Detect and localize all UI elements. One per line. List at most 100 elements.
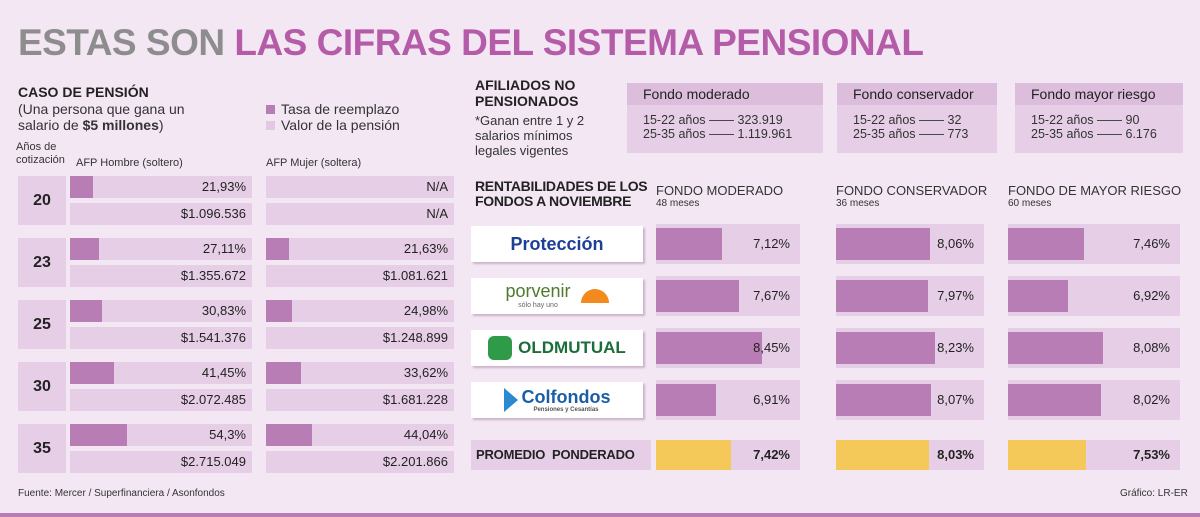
column-name: FONDO CONSERVADOR xyxy=(836,183,988,198)
men-rate-bar: 54,3% xyxy=(70,424,252,446)
col-women: AFP Mujer (soltera) xyxy=(266,157,362,169)
fund-box-title: Fondo moderado xyxy=(627,83,823,105)
value-label: $1.248.899 xyxy=(382,330,448,345)
fund-logo: OLDMUTUAL xyxy=(471,330,643,366)
note-line: legales vigentes xyxy=(475,143,569,158)
value-label: $1.681.228 xyxy=(382,392,448,407)
rate-label: 24,98% xyxy=(403,303,448,318)
return-bar: 7,97% xyxy=(836,276,984,316)
return-bar: 8,23% xyxy=(836,328,984,368)
column-period: 48 meses xyxy=(656,198,700,209)
title-gray: ESTAS SON xyxy=(18,22,225,63)
return-bar: 8,45% xyxy=(656,328,800,368)
returns-heading: RENTABILIDADES DE LOS FONDOS A NOVIEMBRE xyxy=(475,178,648,209)
note-line: *Ganan entre 1 y 2 xyxy=(475,113,585,128)
average-value: 8,03% xyxy=(937,447,974,462)
fund-box: Fondo conservador 15-22 años —— 32 25-35 a… xyxy=(837,83,997,153)
women-rate-bar: 44,04% xyxy=(266,424,454,446)
year-cell: 35 xyxy=(18,424,66,473)
rate-label: 21,63% xyxy=(403,241,448,256)
desc-line: salario de xyxy=(18,117,83,133)
return-fill xyxy=(836,384,931,416)
fund-logo: Protección xyxy=(471,226,643,262)
rate-label: 27,11% xyxy=(202,241,246,256)
return-fill xyxy=(656,228,722,260)
value-label: $1.355.672 xyxy=(180,268,246,283)
rate-label: 30,83% xyxy=(201,303,246,318)
porvenir-word: porvenir xyxy=(505,281,571,301)
value-label: $1.096.536 xyxy=(180,206,246,221)
return-label: 6,92% xyxy=(1133,288,1170,303)
pension-desc: (Una persona que gana un salario de $5 mi… xyxy=(18,101,253,133)
men-rate-bar: 30,83% xyxy=(70,300,252,322)
column-name: FONDO DE MAYOR RIESGO xyxy=(1008,183,1182,198)
men-rate-bar: 41,45% xyxy=(70,362,252,384)
average-value: 7,53% xyxy=(1133,447,1170,462)
sun-icon xyxy=(580,289,609,303)
legend-item: Valor de la pensión xyxy=(266,117,400,133)
return-bar: 6,92% xyxy=(1008,276,1180,316)
year-cell: 25 xyxy=(18,300,66,349)
women-rate-bar: 21,63% xyxy=(266,238,454,260)
colfondos-word: Colfondos xyxy=(521,386,611,407)
fund-line: 25-35 años —— 773 xyxy=(853,127,969,141)
men-value-bar: $1.541.376 xyxy=(70,327,252,349)
source: Fuente: Mercer / Superfinanciera / Asonf… xyxy=(18,488,225,499)
bottom-rule xyxy=(0,513,1200,517)
women-value-bar: $1.248.899 xyxy=(266,327,454,349)
fund-box: Fondo mayor riesgo 15-22 años —— 90 25-35 … xyxy=(1015,83,1183,153)
rate-fill xyxy=(266,300,293,322)
value-label: $1.541.376 xyxy=(180,330,246,345)
fund-box-title: Fondo conservador xyxy=(837,83,997,105)
desc-line: (Una persona que gana un xyxy=(18,101,185,117)
average-bar: 7,53% xyxy=(1008,440,1180,470)
average-fill xyxy=(1008,440,1087,470)
rate-fill xyxy=(266,424,313,446)
rate-fill xyxy=(266,238,289,260)
return-label: 8,06% xyxy=(937,236,974,251)
legend-item: Tasa de reemplazo xyxy=(266,101,400,117)
return-bar: 8,07% xyxy=(836,380,984,420)
rate-label: 44,04% xyxy=(403,427,448,442)
return-fill xyxy=(656,332,762,364)
return-bar: 8,02% xyxy=(1008,380,1180,420)
return-label: 7,97% xyxy=(937,288,974,303)
value-label: N/A xyxy=(426,206,448,221)
credit: Gráfico: LR-ER xyxy=(1120,488,1188,499)
year-cell: 20 xyxy=(18,176,66,225)
return-label: 6,91% xyxy=(753,392,790,407)
column-head: FONDO CONSERVADOR 36 meses xyxy=(836,183,1004,209)
colfondos-tagline: Pensiones y Cesantías xyxy=(533,406,599,413)
desc-line: ) xyxy=(158,117,164,133)
return-label: 8,02% xyxy=(1133,392,1170,407)
column-period: 36 meses xyxy=(836,198,880,209)
fund-logo: porvenir sólo hay uno xyxy=(471,278,643,314)
colfondos-logo: Colfondos Pensiones y Cesantías xyxy=(522,387,611,414)
legend-label: Tasa de reemplazo xyxy=(281,101,400,117)
fund-line: 15-22 años —— 32 xyxy=(853,113,962,127)
women-value-bar: $1.081.621 xyxy=(266,265,454,287)
women-value-bar: N/A xyxy=(266,203,454,225)
women-value-bar: $1.681.228 xyxy=(266,389,454,411)
average-bar: 7,42% xyxy=(656,440,800,470)
average-label: PROMEDIO PONDERADO xyxy=(471,440,651,470)
men-rate-bar: 27,11% xyxy=(70,238,252,260)
fund-line: 25-35 años —— 1.119.961 xyxy=(643,127,793,141)
oldmutual-word: OLDMUTUAL xyxy=(518,338,626,357)
average-fill xyxy=(656,440,731,470)
return-fill xyxy=(1008,384,1101,416)
return-fill xyxy=(836,280,928,312)
column-name: FONDO MODERADO xyxy=(656,183,784,198)
men-value-bar: $1.096.536 xyxy=(70,203,252,225)
rate-label: 41,45% xyxy=(201,365,246,380)
heading-line: AFILIADOS NO xyxy=(475,77,576,93)
desc-bold: $5 millones xyxy=(82,117,159,133)
pension-heading: CASO DE PENSIÓN xyxy=(18,84,149,100)
colfondos-icon xyxy=(503,388,518,412)
return-label: 8,45% xyxy=(753,340,790,355)
heading-line: PENSIONADOS xyxy=(475,93,579,109)
men-value-bar: $2.072.485 xyxy=(70,389,252,411)
legend-swatch xyxy=(266,105,275,114)
return-fill xyxy=(656,280,739,312)
legend: Tasa de reemplazo Valor de la pensión xyxy=(266,101,400,133)
